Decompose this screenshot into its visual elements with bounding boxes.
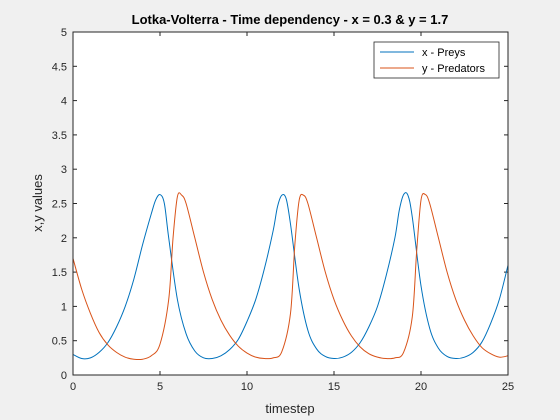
y-tick-label: 2	[61, 233, 67, 245]
y-tick-label: 5	[61, 27, 67, 39]
y-tick-label: 3	[61, 164, 67, 176]
x-tick-label: 20	[415, 381, 427, 393]
x-tick-label: 15	[328, 381, 340, 393]
y-tick-label: 3.5	[52, 130, 67, 142]
y-tick-label: 0.5	[52, 336, 67, 348]
y-tick-label: 4	[61, 96, 67, 108]
y-tick-label: 2.5	[52, 199, 67, 211]
x-tick-label: 25	[502, 381, 514, 393]
y-axis-title: x,y values	[30, 174, 45, 232]
y-tick-label: 0	[61, 370, 67, 382]
x-tick-label: 0	[70, 381, 76, 393]
legend-label-predators: y - Predators	[422, 63, 485, 75]
chart-title: Lotka-Volterra - Time dependency - x = 0…	[132, 12, 449, 27]
plot-area	[73, 32, 508, 375]
y-tick-label: 1.5	[52, 267, 67, 279]
x-axis-title: timestep	[265, 401, 314, 416]
legend: x - Preys y - Predators	[374, 42, 499, 78]
y-tick-label: 4.5	[52, 61, 67, 73]
x-tick-label: 5	[157, 381, 163, 393]
y-tick-label: 1	[61, 301, 67, 313]
legend-label-preys: x - Preys	[422, 47, 466, 59]
x-tick-label: 10	[241, 381, 253, 393]
